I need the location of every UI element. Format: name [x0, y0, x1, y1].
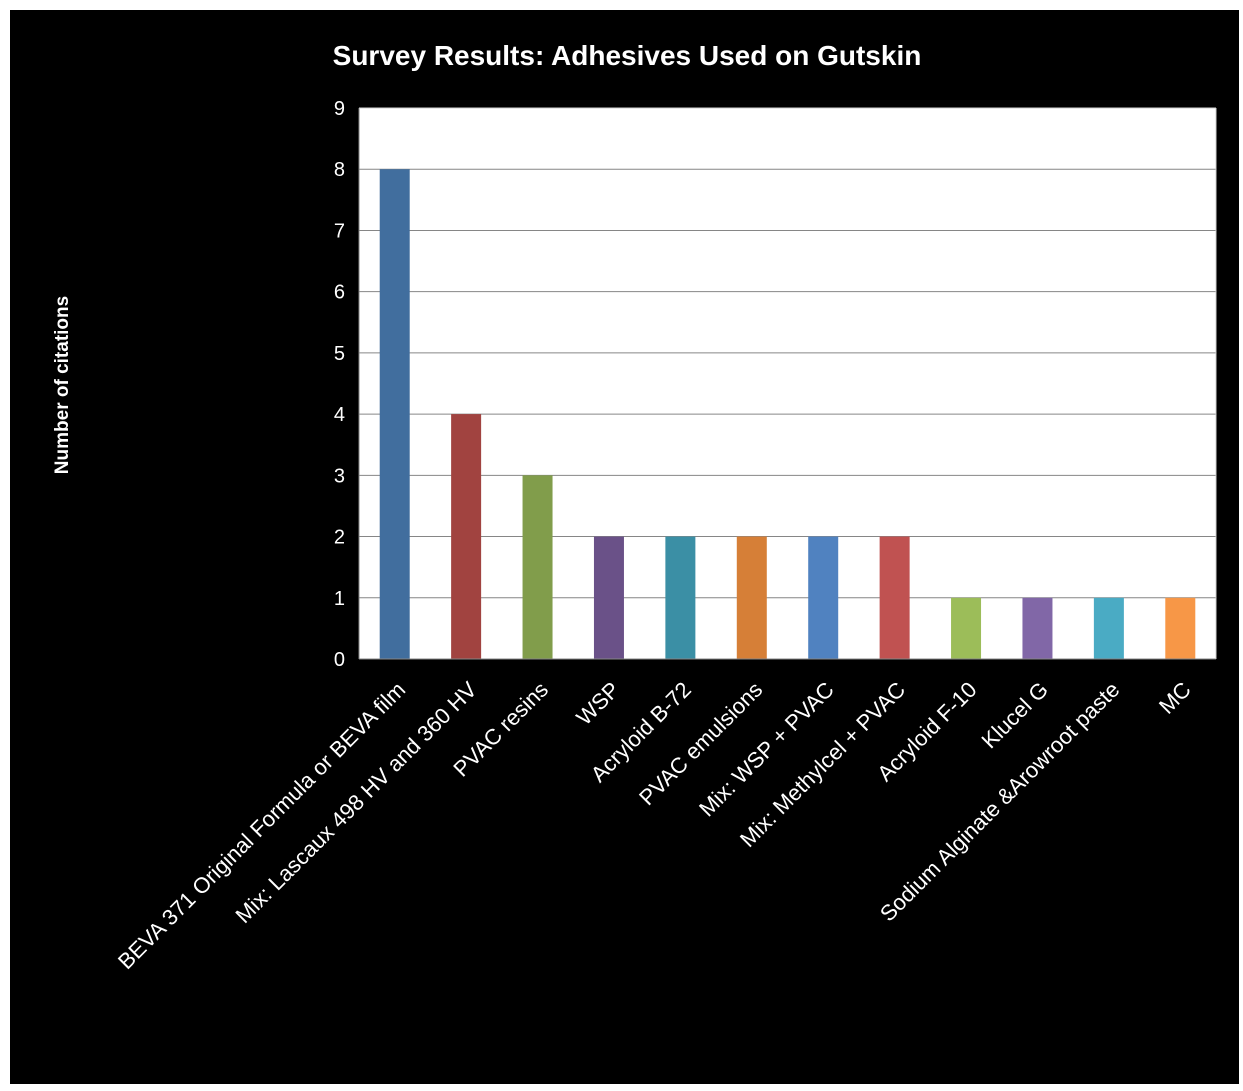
y-tick-label: 9: [334, 98, 345, 120]
chart-svg: Survey Results: Adhesives Used on Gutski…: [52, 40, 1217, 974]
y-tick-label: 7: [334, 220, 345, 242]
bar: [951, 597, 982, 659]
x-tick-label: WSP: [571, 677, 624, 730]
y-tick-label: 2: [334, 527, 345, 549]
bar: [736, 536, 767, 659]
y-axis-label: Number of citations: [52, 296, 73, 474]
axes: [358, 107, 1217, 660]
chart-frame: Survey Results: Adhesives Used on Gutski…: [10, 10, 1239, 1084]
x-tick-label: BEVA 371 Original Formula or BEVA film: [113, 677, 410, 974]
y-tick-label: 8: [334, 159, 345, 181]
y-tick-label: 3: [334, 465, 345, 487]
bar: [1022, 597, 1053, 659]
x-tick-labels: BEVA 371 Original Formula or BEVA film Mi…: [113, 677, 1196, 974]
y-tick-label: 6: [334, 282, 345, 304]
x-tick-label: PVAC emulsions: [634, 677, 767, 810]
bar: [379, 169, 410, 659]
y-tick-label: 1: [334, 588, 345, 610]
plot-area: [359, 108, 1216, 659]
chart-title: Survey Results: Adhesives Used on Gutski…: [333, 40, 922, 71]
bar: [593, 536, 624, 659]
x-tick-label: MC: [1154, 677, 1196, 719]
bar: [522, 475, 553, 659]
bar: [665, 536, 696, 659]
bar: [451, 414, 482, 659]
bar: [1093, 597, 1124, 659]
bar: [808, 536, 839, 659]
x-tick-label: Mix: WSP + PVAC: [694, 677, 839, 822]
y-tick-label: 5: [334, 343, 345, 365]
bars: [379, 169, 1196, 659]
y-tick-label: 0: [334, 649, 345, 671]
y-tick-labels: 0 1 2 3 4 5 6 7 8 9: [334, 98, 345, 671]
bar: [1165, 597, 1196, 659]
y-tick-label: 4: [334, 404, 345, 426]
bar: [879, 536, 910, 659]
